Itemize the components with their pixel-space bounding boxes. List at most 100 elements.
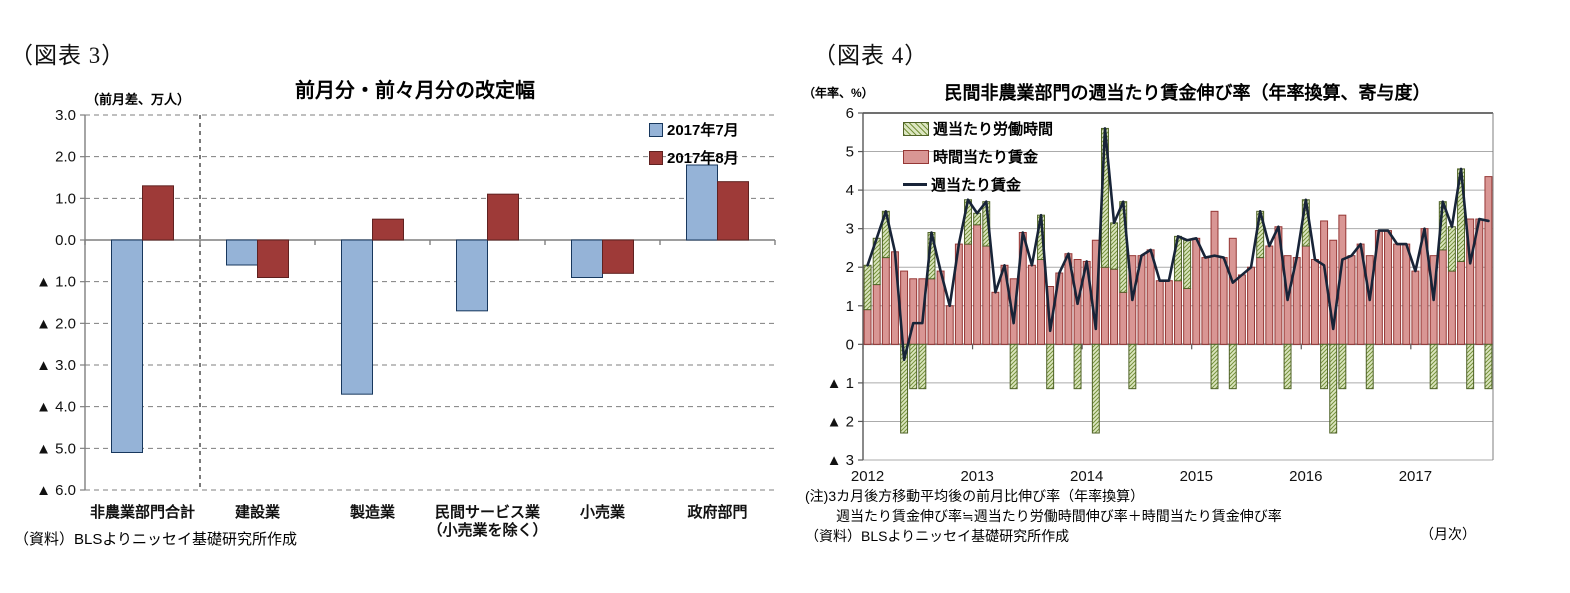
august-series-swatch [649,150,663,165]
hourly-wage-bar [1402,243,1411,345]
hourly-wage-bar [991,291,1000,345]
figure3-source: （資料）BLSよりニッセイ基礎研究所作成 [14,531,298,548]
hourly-wage-label: 時間当たり賃金 [933,149,1039,166]
y-tick-label: 1.0 [55,190,76,207]
weekly-hours-label: 週当たり労働時間 [933,121,1054,138]
figure3-axis-unit: （前月差、万人） [86,92,191,107]
weekly-hours-bar [1183,239,1192,289]
bar-2017年8月 [487,193,519,241]
category-label: 政府部門 [687,503,747,521]
y-tick-label: ▲ 4.0 [36,399,76,416]
figure4-note-1: (注)3カ月後方移動平均後の前月比伸び率（年率換算） [805,488,1145,504]
hourly-wage-bar [982,245,991,345]
bar-2017年7月 [456,239,488,312]
hourly-wage-bar [1393,243,1402,345]
weekly-hours-bar [1110,222,1119,270]
hourly-wage-bar [1174,280,1182,345]
hourly-wage-bar [1237,274,1246,345]
hourly-wage-bar [927,278,936,345]
category-label: 非農業部門合計 [90,503,195,521]
y-tick-label: 0.0 [55,232,76,249]
figure3-plot: ▲ 6.0 ▲ 5.0 ▲ 4.0 ▲ 3.0 ▲ 2.0 ▲ 1.0 0.0 1.0 2.0 3… [36,107,776,539]
weekly-hours-bar [1128,343,1137,390]
weekly-hours-bar [1009,343,1018,390]
august-series-label: 2017年8月 [667,150,739,167]
weekly-wage-label: 週当たり賃金 [931,177,1022,194]
hourly-wage-bar [1347,255,1356,345]
hourly-wage-bar [1119,291,1128,345]
hourly-wage-bar [1247,266,1256,345]
y-tick-label: ▲ 6.0 [36,482,76,499]
weekly-hours-bar [1073,343,1082,390]
y-tick-label: ▲ 2.0 [36,315,76,332]
hourly-wage-bar [1228,237,1237,345]
y-tick-label: 3.0 [55,107,76,124]
weekly-hours-bar [918,343,927,390]
y-tick-label: 4 [846,182,854,199]
hourly-wage-bar [1164,280,1173,345]
bar-2017年7月 [571,239,603,278]
weekly-hours-bar [1283,343,1292,390]
figure4-legend-item-hourly-wage: 時間当たり賃金 [903,146,1053,167]
y-tick-label: ▲ 1 [827,375,854,392]
x-year-label: 2015 [1180,468,1213,485]
y-tick-label: ▲ 1.0 [36,274,76,291]
hourly-wage-bar [964,243,972,345]
y-tick-label: ▲ 2 [827,413,854,430]
y-tick-label: 2.0 [55,149,76,166]
x-year-label: 2014 [1070,468,1103,485]
weekly-hours-bar [1466,343,1475,390]
hourly-wage-bar [1146,249,1155,345]
weekly-hours-bar [1484,343,1493,390]
bar-2017年8月 [602,239,634,274]
hourly-wage-bar [945,305,954,345]
weekly-hours-bar [1365,343,1374,390]
y-tick-label: ▲ 5.0 [36,440,76,457]
x-year-label: 2017 [1399,468,1432,485]
hourly-wage-bar [1027,264,1036,345]
figure4-source: （資料）BLSよりニッセイ基礎研究所作成 [805,528,1070,544]
x-year-label: 2012 [851,468,884,485]
hourly-wage-bar [872,284,881,345]
figure4-legend-item-weekly-wage: 週当たり賃金 [903,174,1053,195]
bar-2017年8月 [257,239,289,278]
hourly-wage-bar [1201,257,1210,345]
figure4-title: 民間非農業部門の週当たり賃金伸び率（年率換算、寄与度） [944,83,1431,103]
hourly-wage-swatch [903,149,929,164]
weekly-wage-line-swatch [903,183,927,186]
figure3-legend-item-july: 2017年7月 [649,119,739,140]
figure3-label: （図表 3） [10,43,126,68]
hourly-wage-bar [1100,266,1109,345]
hourly-wage-bar [1447,270,1456,345]
figure3-legend-item-august: 2017年8月 [649,147,739,168]
hourly-wage-bar [1310,259,1319,345]
figure4-legend: 週当たり労働時間 時間当たり賃金 週当たり賃金 [903,118,1053,202]
bar-2017年7月 [341,239,373,395]
bar-2017年7月 [111,239,143,453]
hourly-wage-bar [1110,268,1119,345]
figure3-legend: 2017年7月 2017年8月 [649,119,739,175]
x-year-label: 2016 [1289,468,1322,485]
weekly-hours-bar [1091,343,1100,434]
hourly-wage-bar [881,257,890,345]
figure4-axis-unit: （年率、%） [803,86,874,100]
hourly-wage-bar [1457,260,1466,345]
figure4-plot: ▲ 3 ▲ 2 ▲ 1 0 1 2 3 4 5 6 2012 2013 2014 2015 2016 2017 [827,105,1494,485]
hourly-wage-bar [1265,245,1274,345]
weekly-hours-bar [973,212,982,226]
y-tick-label: 5 [846,144,854,161]
weekly-hours-bar [1320,343,1329,390]
hourly-wage-bar [1155,280,1164,345]
weekly-hours-bar [1447,226,1456,272]
weekly-hours-bar [1429,343,1438,390]
y-tick-label: 1 [846,298,854,315]
category-label: 建設業 [235,503,281,521]
july-series-swatch [649,122,663,137]
hourly-wage-bar [1411,270,1420,345]
weekly-hours-bar [909,343,918,390]
y-tick-label: 6 [846,105,854,122]
hourly-wage-bar [1183,287,1192,345]
hourly-wage-bar [1484,176,1493,345]
